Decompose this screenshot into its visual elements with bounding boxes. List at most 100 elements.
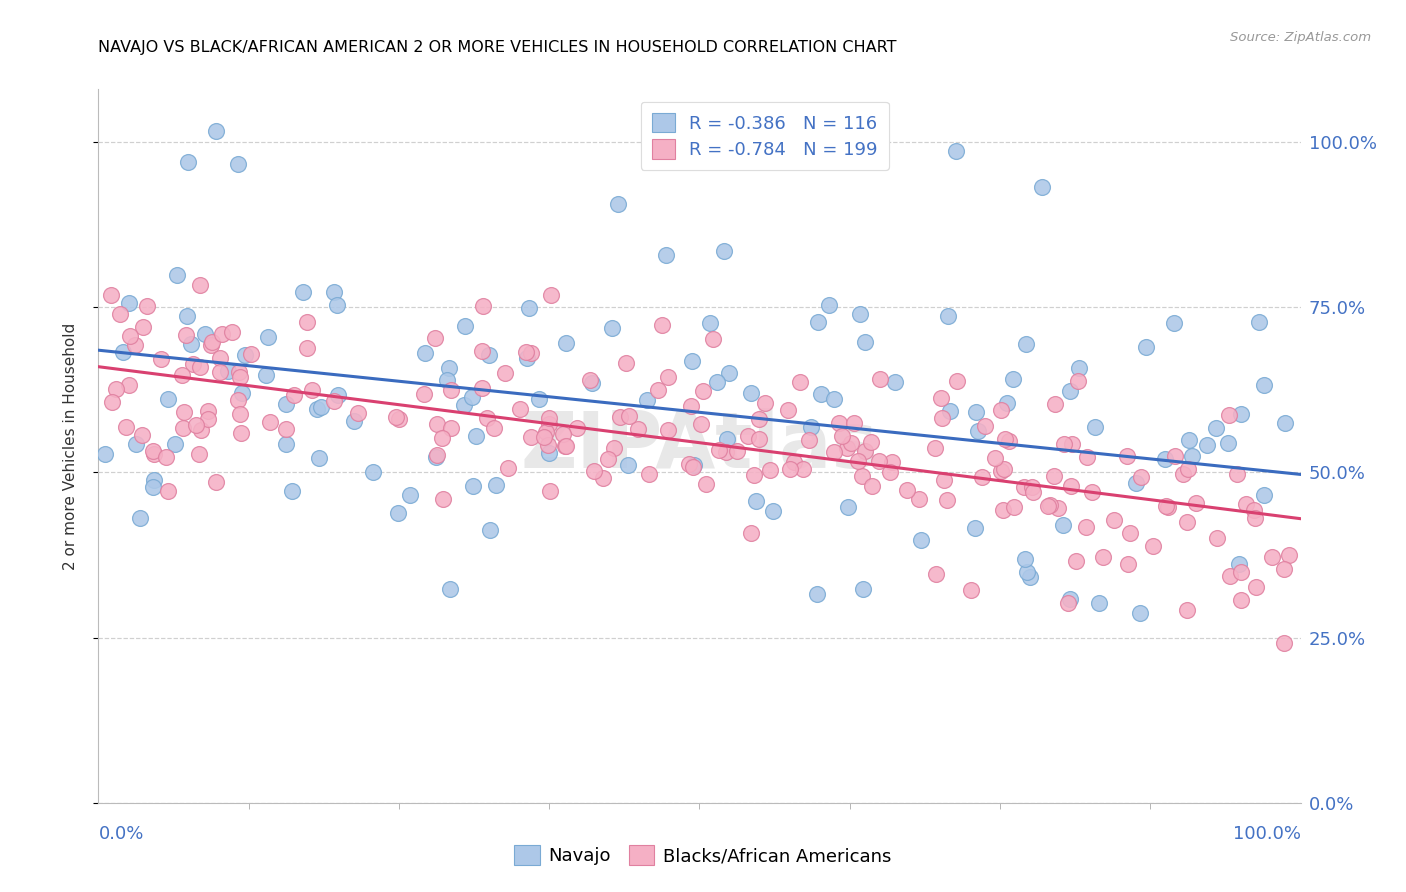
Point bbox=[194, 326, 217, 341]
Point bbox=[283, 388, 305, 402]
Point bbox=[883, 376, 905, 390]
Point bbox=[924, 441, 946, 455]
Point bbox=[516, 351, 538, 365]
Point bbox=[792, 462, 814, 476]
Point bbox=[190, 424, 212, 438]
Point bbox=[295, 315, 318, 329]
Point bbox=[1021, 480, 1043, 494]
Point bbox=[128, 511, 150, 525]
Legend: Navajo, Blacks/African Americans: Navajo, Blacks/African Americans bbox=[508, 838, 898, 872]
Point bbox=[603, 441, 626, 455]
Point bbox=[929, 392, 952, 406]
Point bbox=[436, 373, 458, 387]
Point bbox=[1129, 469, 1152, 483]
Point bbox=[363, 465, 385, 479]
Point bbox=[740, 525, 762, 540]
Point bbox=[322, 394, 344, 409]
Point bbox=[226, 157, 249, 171]
Point bbox=[120, 329, 142, 343]
Point bbox=[197, 404, 219, 418]
Legend: R = -0.386   N = 116, R = -0.784   N = 199: R = -0.386 N = 116, R = -0.784 N = 199 bbox=[641, 102, 889, 169]
Point bbox=[276, 422, 298, 436]
Point bbox=[567, 421, 589, 435]
Point bbox=[748, 411, 770, 425]
Point bbox=[509, 402, 531, 417]
Point bbox=[657, 423, 679, 437]
Point bbox=[1249, 315, 1271, 329]
Point bbox=[1064, 554, 1087, 568]
Point bbox=[945, 145, 967, 159]
Point bbox=[1039, 498, 1062, 512]
Point bbox=[208, 366, 231, 380]
Point bbox=[136, 299, 159, 313]
Point bbox=[231, 386, 253, 401]
Point bbox=[1154, 452, 1177, 467]
Point bbox=[1227, 558, 1250, 572]
Point bbox=[1002, 500, 1025, 514]
Point bbox=[101, 395, 124, 409]
Point bbox=[1119, 525, 1142, 540]
Point bbox=[112, 345, 135, 359]
Point bbox=[385, 409, 408, 424]
Point bbox=[110, 307, 132, 321]
Point bbox=[807, 315, 830, 329]
Point bbox=[626, 422, 648, 436]
Point bbox=[259, 415, 281, 429]
Point bbox=[494, 366, 516, 380]
Point bbox=[343, 414, 366, 428]
Point bbox=[681, 353, 703, 368]
Y-axis label: 2 or more Vehicles in Household: 2 or more Vehicles in Household bbox=[63, 322, 77, 570]
Point bbox=[475, 411, 498, 425]
Point bbox=[598, 452, 620, 467]
Point bbox=[440, 383, 463, 397]
Point bbox=[758, 463, 780, 477]
Point bbox=[1059, 384, 1081, 399]
Point bbox=[205, 124, 228, 138]
Point bbox=[170, 368, 193, 383]
Point bbox=[115, 420, 138, 434]
Point bbox=[478, 523, 501, 537]
Point bbox=[779, 462, 801, 476]
Point bbox=[1216, 435, 1239, 450]
Point bbox=[1244, 580, 1267, 594]
Point bbox=[797, 433, 820, 447]
Point bbox=[515, 345, 537, 359]
Point bbox=[1274, 416, 1296, 430]
Point bbox=[1060, 479, 1083, 493]
Point bbox=[208, 351, 231, 366]
Point bbox=[657, 370, 679, 384]
Point bbox=[1164, 449, 1187, 463]
Point bbox=[439, 582, 461, 597]
Point bbox=[132, 320, 155, 334]
Point bbox=[718, 366, 741, 380]
Point bbox=[432, 491, 454, 506]
Point bbox=[226, 393, 249, 408]
Point bbox=[1219, 569, 1241, 583]
Point bbox=[1116, 557, 1139, 571]
Point bbox=[860, 479, 883, 493]
Point bbox=[695, 477, 717, 491]
Point bbox=[706, 375, 728, 389]
Point bbox=[934, 473, 956, 487]
Point bbox=[936, 309, 959, 323]
Point bbox=[581, 376, 603, 390]
Point bbox=[844, 416, 866, 430]
Point bbox=[868, 454, 890, 468]
Point bbox=[425, 450, 447, 464]
Point bbox=[1047, 501, 1070, 516]
Point bbox=[124, 338, 146, 352]
Point bbox=[1059, 591, 1081, 606]
Point bbox=[993, 462, 1015, 476]
Point bbox=[423, 330, 446, 344]
Point bbox=[1253, 488, 1275, 502]
Point bbox=[1218, 408, 1240, 422]
Point bbox=[163, 437, 186, 451]
Point bbox=[806, 587, 828, 601]
Text: ZIPAtlas: ZIPAtlas bbox=[520, 408, 879, 484]
Point bbox=[413, 387, 436, 401]
Point bbox=[426, 417, 449, 431]
Point bbox=[430, 431, 453, 445]
Point bbox=[388, 412, 411, 426]
Point bbox=[817, 298, 839, 312]
Point bbox=[1243, 503, 1265, 517]
